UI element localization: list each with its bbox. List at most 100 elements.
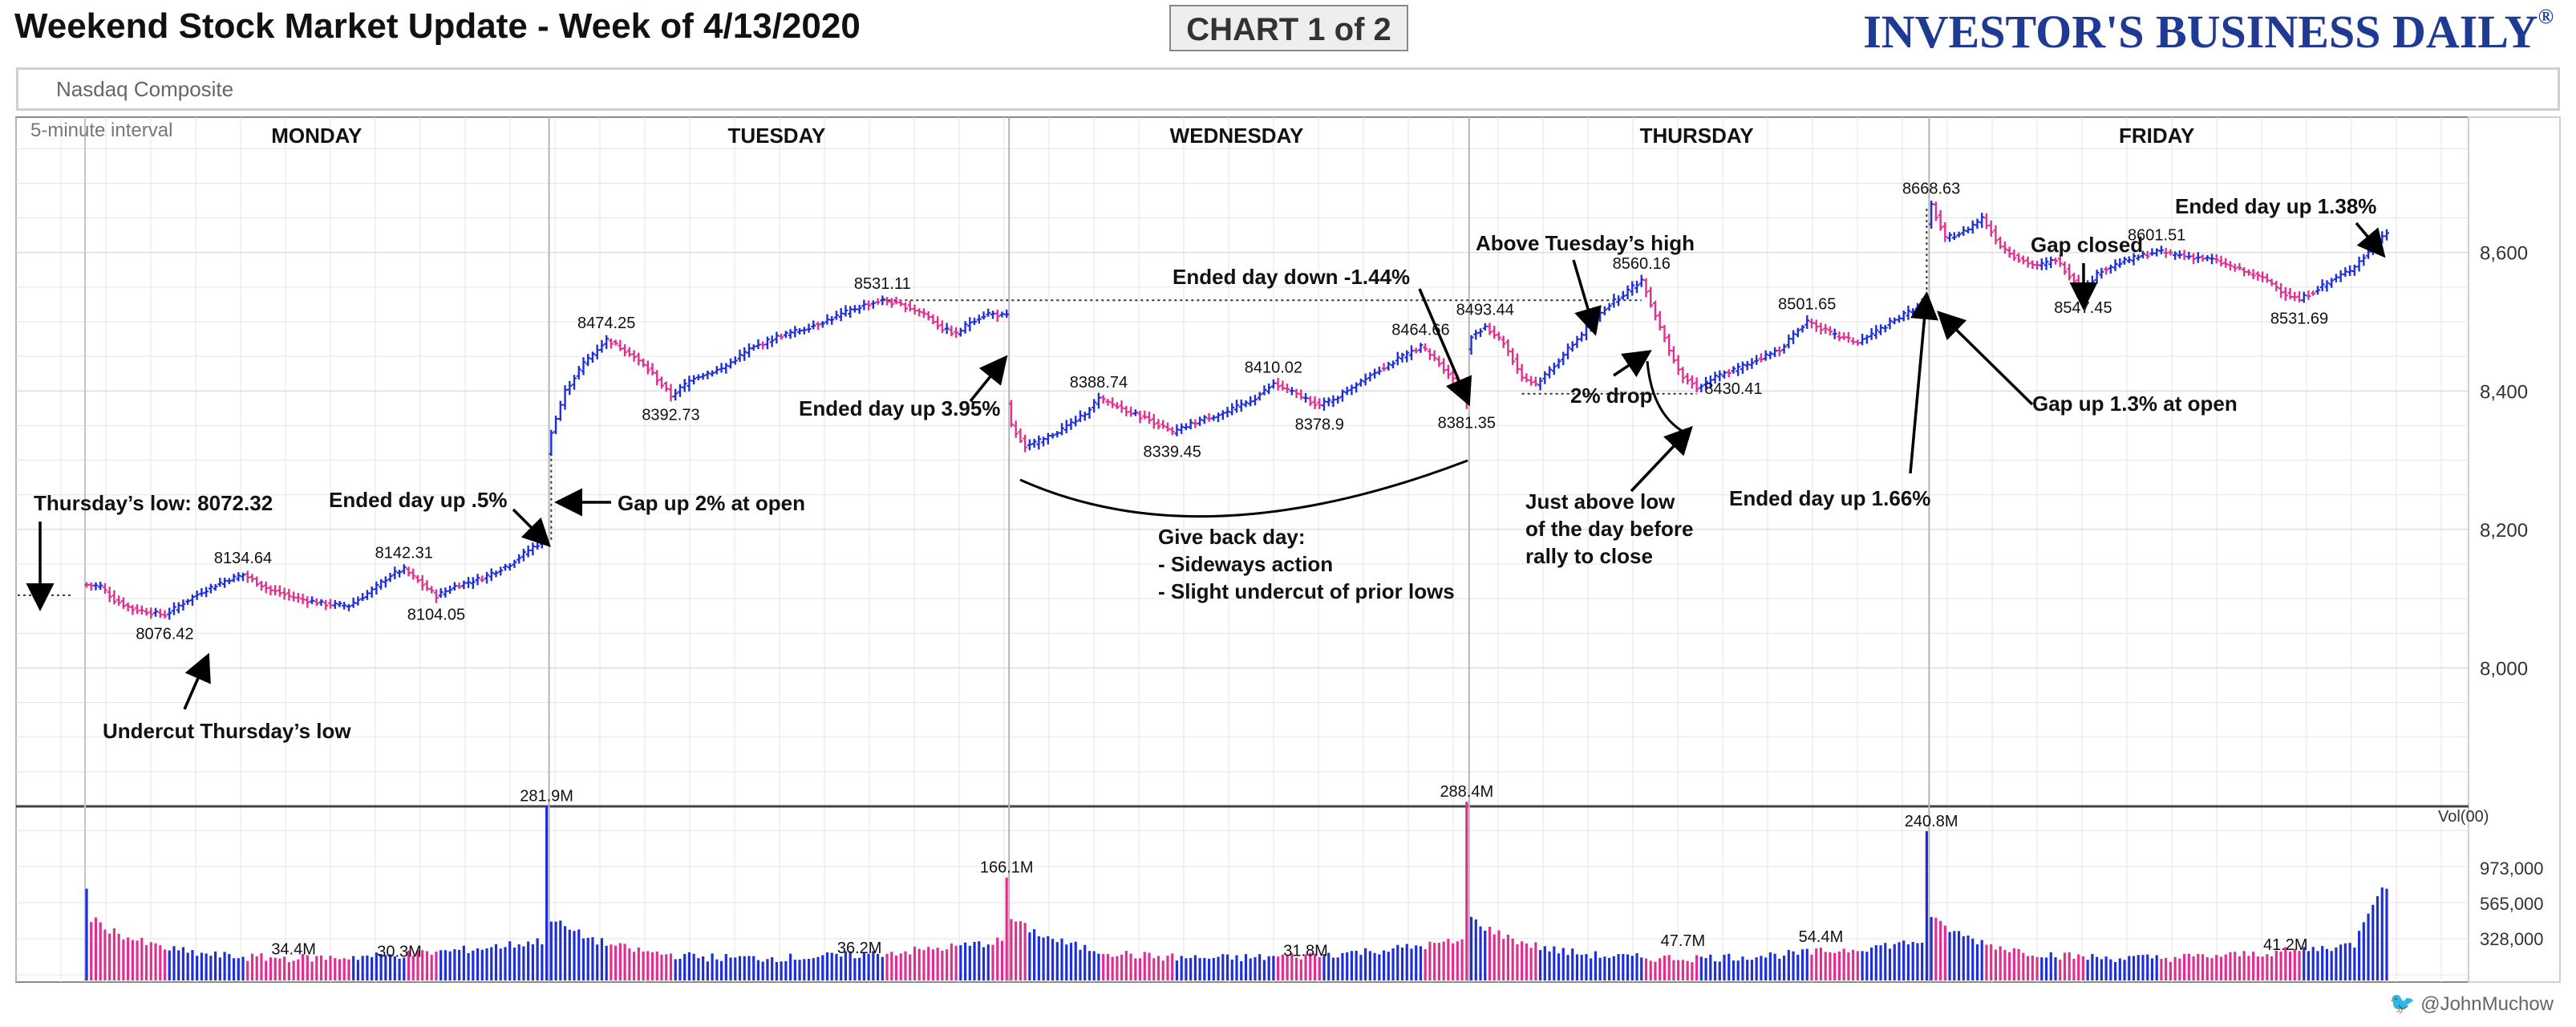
price-bar xyxy=(135,604,140,615)
price-bar xyxy=(1164,422,1170,432)
price-bar xyxy=(1529,375,1534,386)
twitter-handle: @JohnMuchow xyxy=(2420,993,2554,1015)
price-bar xyxy=(1321,397,1326,411)
day-label: TUESDAY xyxy=(727,124,825,148)
price-bar xyxy=(258,580,264,591)
price-bar xyxy=(1823,323,1829,335)
price-bar xyxy=(1869,327,1874,340)
price-bar xyxy=(779,333,784,340)
day-label: MONDAY xyxy=(271,124,362,148)
price-bar xyxy=(185,599,191,605)
price-bar xyxy=(838,307,844,322)
price-bar xyxy=(553,416,559,434)
wednesday-end-arrow xyxy=(1418,288,1472,407)
price-bar xyxy=(1652,300,1658,321)
price-bar xyxy=(986,308,991,317)
price-bar xyxy=(663,381,669,392)
price-bar xyxy=(241,572,246,582)
price-bar xyxy=(1845,332,1851,343)
price-bar xyxy=(1514,353,1520,374)
price-bar xyxy=(673,388,678,401)
price-bar xyxy=(1114,402,1120,409)
price-bar xyxy=(2356,256,2362,272)
axis-labels: 5-minute interval 8,000 8,200 8,400 8,600 Vol… xyxy=(30,120,2544,949)
annotation-giveback: Give back day: - Sideways action - Slight … xyxy=(1158,525,1455,603)
price-bar xyxy=(912,304,917,315)
price-bar xyxy=(705,370,711,380)
price-bar xyxy=(1358,378,1363,387)
price-bar xyxy=(1036,435,1042,450)
price-bar xyxy=(1993,225,1999,245)
price-bar xyxy=(677,384,682,397)
price-bar xyxy=(1942,221,1948,242)
price-bar xyxy=(1367,371,1373,382)
price-bar xyxy=(1363,373,1368,386)
price-bar xyxy=(1556,358,1561,369)
price-bar xyxy=(783,331,788,339)
price-bar xyxy=(774,331,780,344)
price-bar xyxy=(1395,351,1400,366)
price-bar xyxy=(930,314,936,325)
price-bar xyxy=(452,582,457,591)
annotation-tue-end: Ended day up 3.95% xyxy=(799,396,1000,420)
price-bar xyxy=(263,581,269,594)
price-bar xyxy=(1667,334,1672,356)
price-bar xyxy=(167,607,172,620)
price-bar xyxy=(594,344,600,359)
price-bar xyxy=(962,321,968,334)
price-bar xyxy=(650,363,655,375)
price-data-label: 8430.41 xyxy=(1704,380,1762,398)
price-bar xyxy=(2057,254,2063,267)
index-panel xyxy=(16,67,2560,111)
price-bar xyxy=(1818,323,1824,335)
price-bar xyxy=(2333,274,2339,282)
price-bar xyxy=(935,316,941,330)
price-bar xyxy=(999,311,1005,318)
price-bar xyxy=(1533,376,1538,387)
price-bar xyxy=(480,575,485,583)
price-bar xyxy=(419,574,425,591)
price-bar xyxy=(1201,415,1207,424)
price-bar xyxy=(268,585,273,596)
price-bar xyxy=(1791,330,1796,344)
price-bar xyxy=(2301,291,2307,303)
price-bar xyxy=(406,566,411,577)
guide-lines xyxy=(18,205,1928,596)
price-bar xyxy=(2250,269,2256,279)
price-bar xyxy=(852,305,857,313)
price-bar xyxy=(2260,271,2266,282)
price-bar xyxy=(379,578,384,590)
price-bar xyxy=(1372,368,1378,379)
price-bar xyxy=(1344,386,1350,396)
price-bar xyxy=(1193,419,1198,428)
price-bar xyxy=(2213,254,2219,264)
price-bar xyxy=(1800,325,1805,333)
price-bar xyxy=(755,339,761,349)
price-bar xyxy=(576,366,581,380)
price-bar xyxy=(2205,255,2210,262)
price-bar xyxy=(2264,273,2270,283)
day-label: THURSDAY xyxy=(1640,124,1754,148)
give-back-brace xyxy=(1019,459,1468,518)
price-bar xyxy=(976,315,982,324)
price-bar xyxy=(645,360,650,375)
price-bar xyxy=(889,298,894,308)
axis-panel xyxy=(2468,116,2561,983)
price-bar xyxy=(470,577,476,590)
price-bar xyxy=(907,300,913,312)
price-bar xyxy=(618,339,623,351)
price-bar xyxy=(1864,335,1869,344)
index-name: Nasdaq Composite xyxy=(56,77,234,101)
price-bar xyxy=(2154,248,2160,257)
price-bar xyxy=(1206,412,1212,422)
price-bar xyxy=(2158,246,2164,254)
price-bar xyxy=(1473,329,1479,340)
price-bar xyxy=(387,572,393,583)
price-bar xyxy=(2149,248,2155,256)
annotation-thu-drop: 2% drop xyxy=(1570,384,1653,408)
price-bar xyxy=(1611,294,1617,308)
annotation-fri-gapup: Gap up 1.3% at open xyxy=(2032,392,2238,416)
price-bar xyxy=(1160,420,1166,429)
price-bar xyxy=(811,320,816,330)
price-data-label: 8142.31 xyxy=(375,545,433,562)
